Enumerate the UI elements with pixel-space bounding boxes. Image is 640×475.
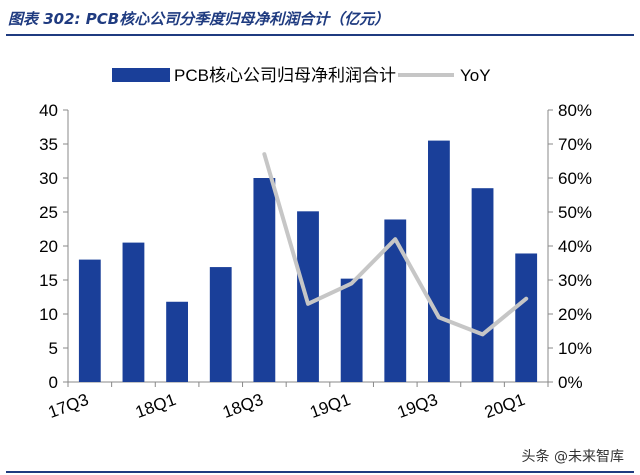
yoy-point xyxy=(482,333,484,335)
x-tick-label: 18Q1 xyxy=(133,390,179,422)
yoy-point xyxy=(525,298,527,300)
y-right-tick-label: 30% xyxy=(558,271,592,290)
y-right-tick-label: 60% xyxy=(558,169,592,188)
yoy-point xyxy=(263,153,265,155)
y-right-tick-label: 20% xyxy=(558,305,592,324)
bar xyxy=(253,178,276,382)
bar xyxy=(166,301,188,382)
bar xyxy=(384,219,407,382)
bar xyxy=(122,242,145,382)
bar xyxy=(515,253,538,382)
y-left-tick-label: 20 xyxy=(39,237,58,256)
x-tick-label: 18Q3 xyxy=(220,390,266,422)
y-right-tick-label: 0% xyxy=(558,373,583,392)
yoy-point xyxy=(351,282,353,284)
y-left-tick-label: 40 xyxy=(39,101,58,120)
yoy-point xyxy=(438,316,440,318)
y-left-tick-label: 5 xyxy=(49,339,58,358)
bar xyxy=(209,267,232,382)
y-left-tick-label: 10 xyxy=(39,305,58,324)
y-right-tick-label: 50% xyxy=(558,203,592,222)
y-right-tick-label: 40% xyxy=(558,237,592,256)
bottom-rule xyxy=(6,471,634,473)
x-tick-label: 17Q3 xyxy=(46,390,92,422)
y-left-tick-label: 15 xyxy=(39,271,58,290)
y-right-tick-label: 80% xyxy=(558,101,592,120)
y-left-tick-label: 0 xyxy=(49,373,58,392)
legend-bar-swatch xyxy=(112,68,170,82)
bar xyxy=(78,259,101,382)
x-tick-label: 19Q1 xyxy=(307,390,353,422)
watermark: 头条 @未来智库 xyxy=(517,445,628,467)
y-left-tick-label: 30 xyxy=(39,169,58,188)
bar xyxy=(471,188,494,382)
figure-title: 图表 302: PCB核心公司分季度归母净利润合计（亿元） xyxy=(8,10,390,28)
legend: PCB核心公司归母净利润合计 YoY xyxy=(112,66,491,85)
title-rule xyxy=(6,34,634,36)
x-tick-label: 20Q1 xyxy=(482,390,528,422)
y-left-tick-label: 35 xyxy=(39,135,58,154)
legend-bar-label: PCB核心公司归母净利润合计 xyxy=(174,66,396,85)
legend-line-label: YoY xyxy=(460,66,491,85)
y-right-tick-label: 70% xyxy=(558,135,592,154)
x-tick-label: 19Q3 xyxy=(395,390,441,422)
yoy-point xyxy=(394,238,396,240)
y-right-tick-label: 10% xyxy=(558,339,592,358)
y-left-tick-label: 25 xyxy=(39,203,58,222)
bar xyxy=(340,278,363,382)
axes: 0 5 10 15 20 25 30 35 40 0% 10% 20% 30% 40% 50% 60% 70% 8… xyxy=(39,101,592,422)
yoy-point xyxy=(307,303,309,305)
bar-series xyxy=(78,140,538,382)
yoy-series xyxy=(262,152,529,337)
bar xyxy=(428,140,450,382)
